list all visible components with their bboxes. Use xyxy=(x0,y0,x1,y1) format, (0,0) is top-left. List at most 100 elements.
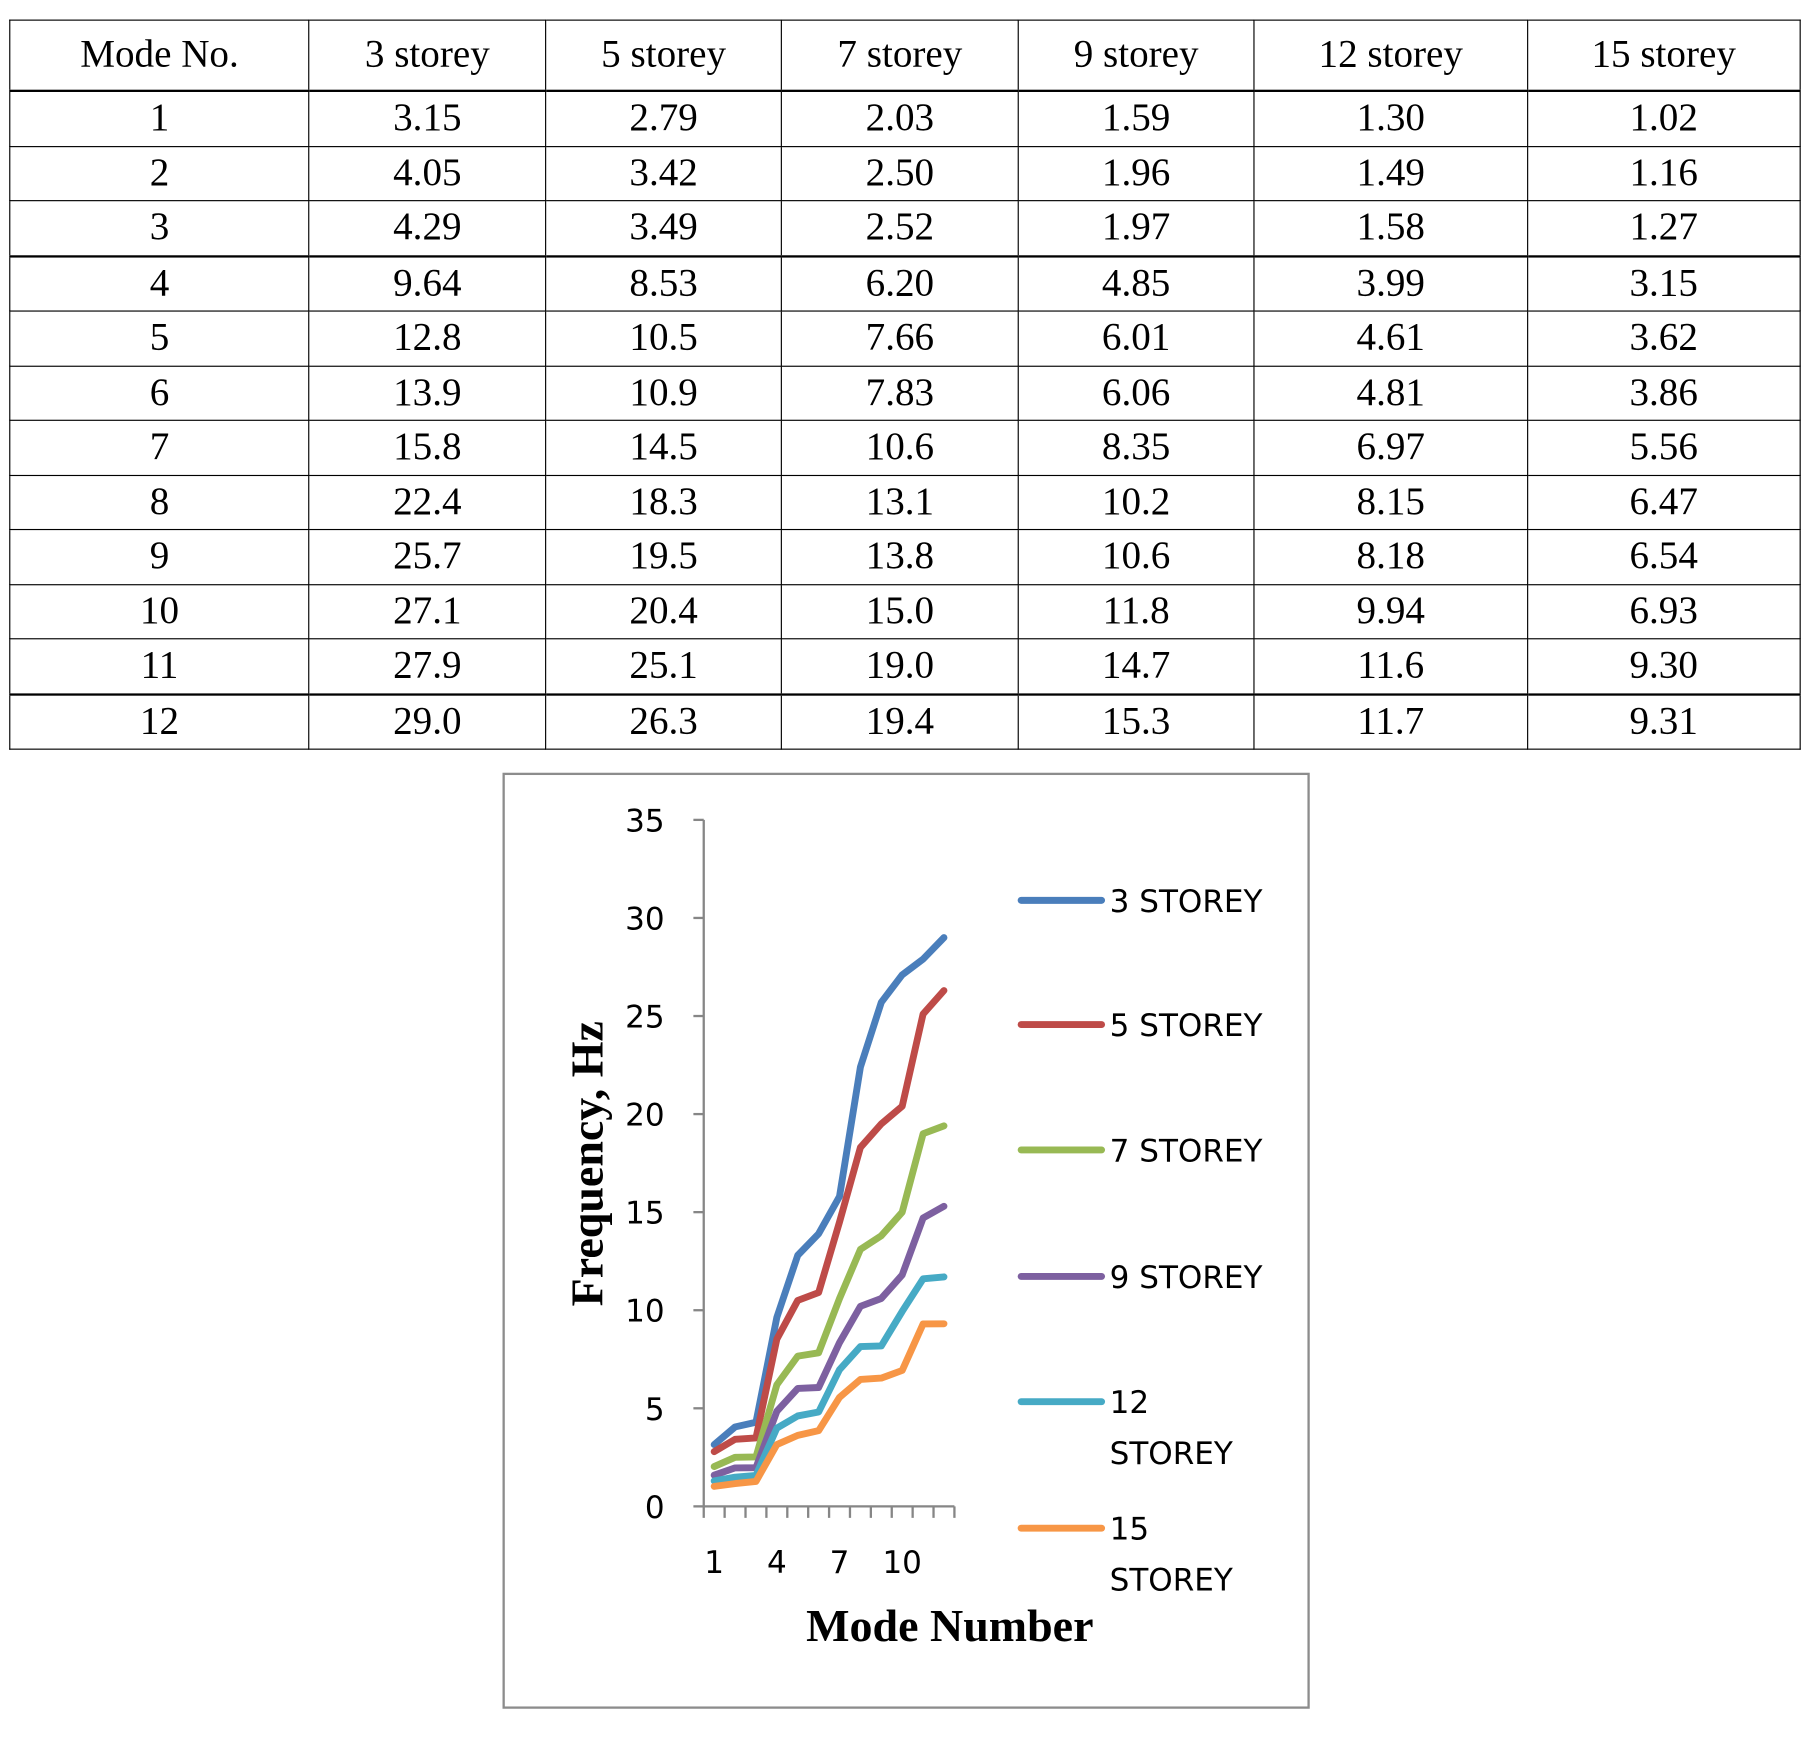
frequency-cell: 10.6 xyxy=(781,419,1019,476)
frequency-cell: 29.0 xyxy=(308,692,547,750)
frequency-cell: 13.8 xyxy=(781,528,1019,585)
frequency-cell: 3.15 xyxy=(1526,254,1801,312)
mode-number-cell: 8 xyxy=(9,474,310,531)
frequency-cell: 11.8 xyxy=(1017,583,1255,640)
column-header: 5 storey xyxy=(544,19,783,92)
y-tick-label: 35 xyxy=(625,803,665,839)
chart-frame xyxy=(502,772,1310,1709)
mode-number-cell: 9 xyxy=(9,528,310,585)
frequency-cell: 3.62 xyxy=(1526,310,1801,367)
legend-label: 9 STOREY xyxy=(1110,1260,1264,1296)
series-line-7-storey xyxy=(710,1122,948,1471)
table-row: 8 22.4 18.3 13.1 10.2 8.15 6.47 xyxy=(9,474,1801,531)
frequency-cell: 8.15 xyxy=(1253,474,1528,531)
frequency-cell: 20.4 xyxy=(544,583,783,640)
frequency-cell: 22.4 xyxy=(308,474,547,531)
table-row: 4 9.64 8.53 6.20 4.85 3.99 3.15 xyxy=(9,254,1801,312)
frequency-table: Mode No. 3 storey 5 storey 7 storey 9 storey… xyxy=(9,19,1801,750)
x-tick-label: 1 xyxy=(704,1545,724,1581)
frequency-cell: 9.31 xyxy=(1526,692,1801,750)
y-tick-label: 15 xyxy=(625,1196,665,1232)
frequency-cell: 9.94 xyxy=(1253,583,1528,640)
frequency-cell: 1.30 xyxy=(1253,89,1528,147)
frequency-cell: 15.3 xyxy=(1017,692,1255,750)
frequency-cell: 3.15 xyxy=(308,89,547,147)
frequency-cell: 2.03 xyxy=(781,89,1019,147)
frequency-cell: 15.8 xyxy=(308,419,547,476)
y-tick-label: 10 xyxy=(625,1294,665,1330)
legend-label: 5 STOREY xyxy=(1110,1008,1264,1044)
x-axis-title: Mode Number xyxy=(806,1600,1093,1651)
x-tick-label: 10 xyxy=(882,1545,922,1581)
mode-number-cell: 7 xyxy=(9,419,310,476)
legend-label: STOREY xyxy=(1110,1562,1234,1598)
frequency-cell: 19.4 xyxy=(781,692,1019,750)
frequency-cell: 8.53 xyxy=(544,254,783,312)
frequency-cell: 9.30 xyxy=(1526,638,1801,695)
frequency-cell: 3.86 xyxy=(1526,365,1801,421)
frequency-cell: 4.29 xyxy=(308,200,547,257)
frequency-cell: 11.7 xyxy=(1253,692,1528,750)
frequency-cell: 3.49 xyxy=(544,200,783,257)
frequency-cell: 25.1 xyxy=(544,638,783,695)
x-tick-label: 4 xyxy=(767,1545,787,1581)
frequency-cell: 6.97 xyxy=(1253,419,1528,476)
frequency-cell: 15.0 xyxy=(781,583,1019,640)
mode-number-cell: 11 xyxy=(9,638,310,695)
frequency-cell: 2.52 xyxy=(781,200,1019,257)
frequency-cell: 1.16 xyxy=(1526,145,1801,202)
table-row: 5 12.8 10.5 7.66 6.01 4.61 3.62 xyxy=(9,310,1801,367)
series-line-5-storey xyxy=(710,987,948,1456)
frequency-cell: 6.54 xyxy=(1526,528,1801,585)
series-line-3-storey xyxy=(710,934,948,1449)
frequency-cell: 10.5 xyxy=(544,310,783,367)
mode-number-cell: 1 xyxy=(9,89,310,147)
frequency-cell: 3.42 xyxy=(544,145,783,202)
series-line-12-storey xyxy=(710,1273,948,1485)
y-tick-label: 20 xyxy=(625,1098,665,1134)
frequency-cell: 27.1 xyxy=(308,583,547,640)
mode-number-cell: 5 xyxy=(9,310,310,367)
mode-number-cell: 6 xyxy=(9,365,310,421)
table-row: 1 3.15 2.79 2.03 1.59 1.30 1.02 xyxy=(9,89,1801,147)
series-line-15-storey xyxy=(710,1320,948,1490)
table-row: 7 15.8 14.5 10.6 8.35 6.97 5.56 xyxy=(9,419,1801,476)
frequency-cell: 10.6 xyxy=(1017,528,1255,585)
frequency-cell: 12.8 xyxy=(308,310,547,367)
frequency-cell: 3.99 xyxy=(1253,254,1528,312)
frequency-cell: 8.35 xyxy=(1017,419,1255,476)
frequency-cell: 1.02 xyxy=(1526,89,1801,147)
frequency-cell: 10.9 xyxy=(544,365,783,421)
legend-label: STOREY xyxy=(1110,1436,1234,1472)
frequency-cell: 2.50 xyxy=(781,145,1019,202)
y-tick-label: 30 xyxy=(625,901,665,937)
frequency-cell: 8.18 xyxy=(1253,528,1528,585)
y-tick-label: 0 xyxy=(645,1490,665,1526)
frequency-cell: 1.49 xyxy=(1253,145,1528,202)
series-line-9-storey xyxy=(710,1202,948,1479)
frequency-cell: 25.7 xyxy=(308,528,547,585)
frequency-cell: 14.5 xyxy=(544,419,783,476)
frequency-cell: 4.85 xyxy=(1017,254,1255,312)
frequency-cell: 18.3 xyxy=(544,474,783,531)
legend-label: 7 STOREY xyxy=(1110,1133,1264,1169)
frequency-cell: 1.96 xyxy=(1017,145,1255,202)
column-header: 12 storey xyxy=(1253,19,1528,92)
frequency-cell: 1.59 xyxy=(1017,89,1255,147)
mode-number-cell: 2 xyxy=(9,145,310,202)
y-axis-title: Frequency, Hz xyxy=(562,1021,613,1306)
frequency-cell: 14.7 xyxy=(1017,638,1255,695)
table-row: 3 4.29 3.49 2.52 1.97 1.58 1.27 xyxy=(9,200,1801,257)
frequency-cell: 6.20 xyxy=(781,254,1019,312)
frequency-cell: 11.6 xyxy=(1253,638,1528,695)
x-tick-label: 7 xyxy=(830,1545,850,1581)
y-tick-label: 5 xyxy=(645,1392,665,1428)
column-header: 3 storey xyxy=(308,19,547,92)
table-row: 12 29.0 26.3 19.4 15.3 11.7 9.31 xyxy=(9,692,1801,750)
frequency-cell: 6.01 xyxy=(1017,310,1255,367)
legend-label: 12 xyxy=(1110,1385,1150,1421)
frequency-cell: 9.64 xyxy=(308,254,547,312)
frequency-cell: 2.79 xyxy=(544,89,783,147)
